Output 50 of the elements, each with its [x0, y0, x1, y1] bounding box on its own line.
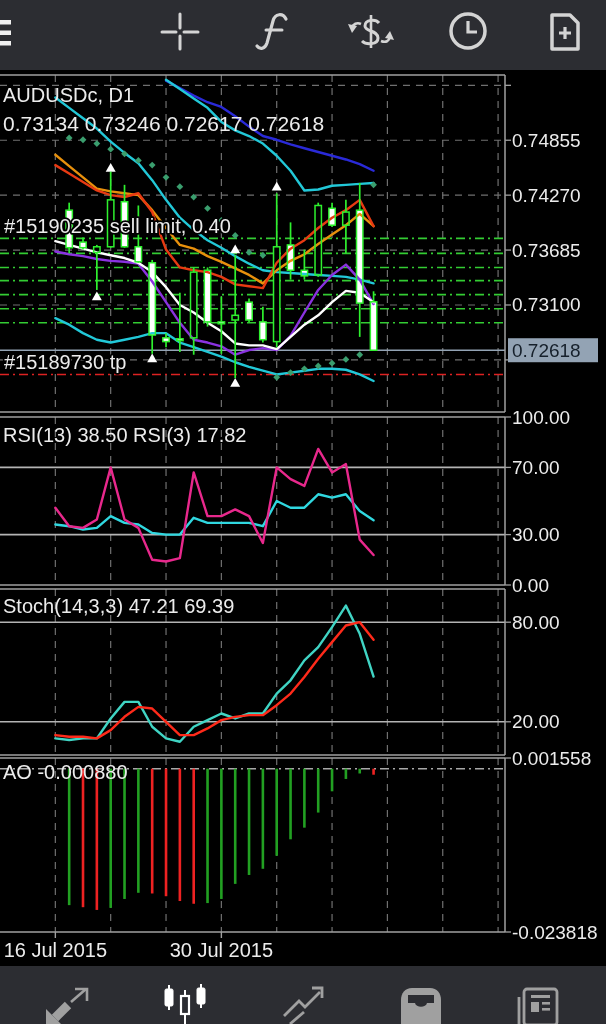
line-series: [164, 79, 375, 172]
line-series: [54, 493, 375, 536]
point: [328, 359, 336, 367]
point: [121, 150, 128, 158]
y-tick-label: 0.73100: [512, 294, 581, 316]
y-tick-label: 100.00: [512, 406, 571, 428]
point: [134, 157, 142, 164]
point: [91, 291, 102, 301]
x-tick-label: 30 Jul 2015: [169, 939, 274, 961]
point: [342, 356, 350, 363]
ref-line-label: #15189730 tp: [4, 351, 127, 374]
point: [287, 369, 294, 376]
point: [300, 365, 308, 373]
point: [273, 373, 281, 381]
y-tick-label: 0.00: [512, 574, 549, 596]
x-tick-label: 16 Jul 2015: [3, 939, 108, 961]
point: [370, 181, 377, 189]
point: [190, 193, 198, 201]
point: [230, 377, 241, 387]
ref-line-label: 0.72618: [512, 339, 581, 361]
point: [259, 251, 267, 259]
text: AUDUSDc, D1: [3, 84, 135, 106]
y-tick-label: 80.00: [512, 611, 560, 633]
point: [245, 249, 253, 256]
chart-title: RSI(13) 38.50 RSI(3) 17.82: [3, 424, 247, 446]
point: [93, 140, 101, 147]
y-tick-label: 0.74855: [512, 129, 581, 151]
y-tick-label: 30.00: [512, 524, 560, 546]
point: [204, 204, 211, 212]
point: [176, 183, 184, 191]
point: [314, 362, 322, 370]
point: [148, 161, 156, 169]
line-series: [54, 447, 375, 563]
y-tick-label: 70.00: [512, 456, 560, 478]
point: [230, 244, 241, 254]
point: [356, 351, 364, 359]
y-tick-label: -0.023818: [512, 921, 598, 943]
point: [105, 162, 116, 172]
point: [147, 353, 158, 363]
point: [65, 134, 73, 142]
point: [79, 136, 87, 144]
point: [231, 232, 239, 239]
y-tick-label: 0.001558: [512, 747, 592, 769]
point: [107, 145, 115, 153]
y-tick-label: 20.00: [512, 711, 560, 733]
y-tick-label: 0.74270: [512, 184, 581, 206]
y-tick-label: 0.73685: [512, 239, 581, 261]
chart-title: Stoch(14,3,3) 47.21 69.39: [3, 595, 235, 617]
point: [162, 173, 170, 181]
line-series: [164, 78, 375, 192]
